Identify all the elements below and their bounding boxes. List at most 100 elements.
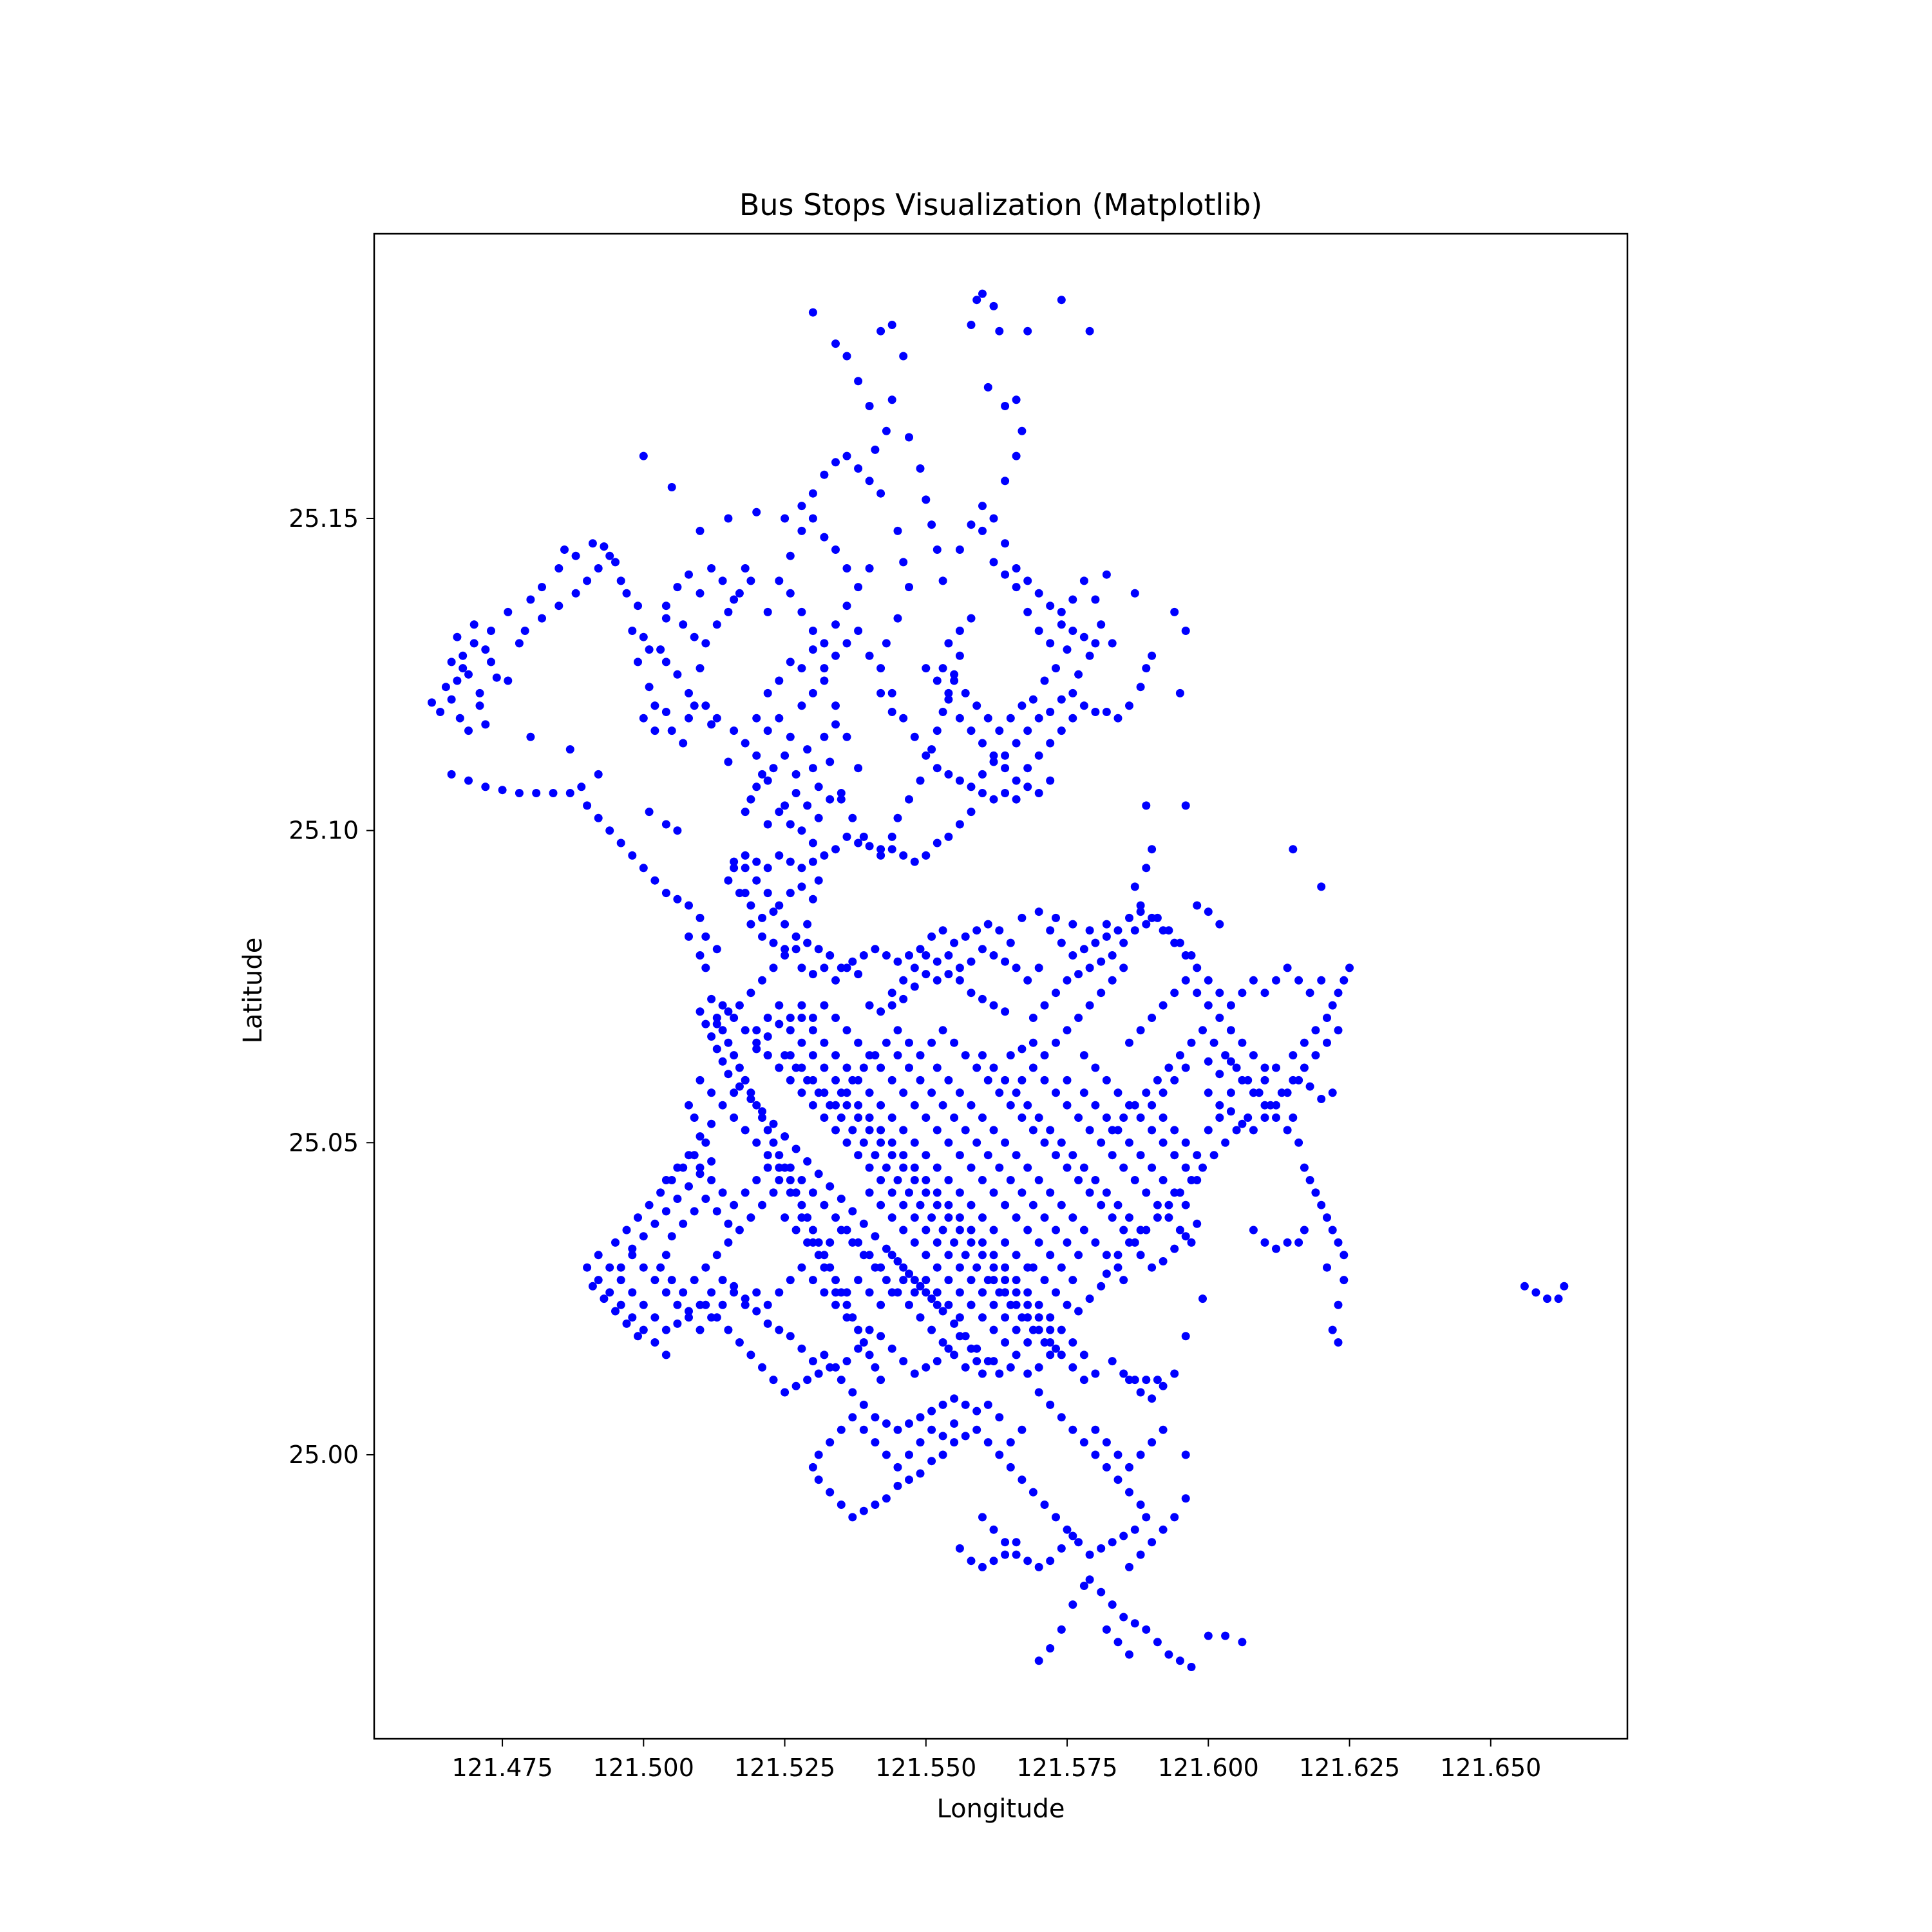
bus-stop-point — [978, 1176, 987, 1184]
bus-stop-point — [1221, 1051, 1230, 1060]
bus-stop-point — [1034, 714, 1043, 723]
y-tick-label: 25.15 — [289, 504, 359, 533]
bus-stop-point — [967, 1557, 976, 1566]
bus-stop-point — [1046, 739, 1055, 748]
bus-stop-point — [831, 1126, 840, 1135]
bus-stop-point — [972, 1425, 981, 1434]
bus-stop-point — [871, 445, 880, 454]
bus-stop-point — [1046, 1325, 1055, 1334]
bus-stop-point — [481, 645, 490, 654]
bus-stop-point — [972, 1063, 981, 1072]
bus-stop-point — [781, 1132, 790, 1141]
bus-stop-point — [950, 1238, 959, 1247]
bus-stop-point — [1102, 1251, 1111, 1260]
bus-stop-point — [685, 1313, 693, 1322]
bus-stop-point — [1074, 1251, 1083, 1260]
bus-stop-point — [1170, 1075, 1179, 1084]
bus-stop-point — [685, 1151, 693, 1160]
bus-stop-point — [1068, 1276, 1077, 1285]
bus-stop-point — [1323, 1038, 1331, 1047]
bus-stop-point — [628, 1313, 637, 1322]
bus-stop-point — [1170, 1151, 1179, 1160]
bus-stop-point — [1142, 801, 1151, 810]
bus-stop-point — [441, 683, 450, 692]
bus-stop-point — [876, 1101, 886, 1110]
bus-stop-point — [616, 1263, 625, 1272]
bus-stop-point — [905, 1063, 913, 1072]
bus-stop-point — [1181, 1063, 1190, 1072]
bus-stop-point — [656, 1263, 665, 1272]
bus-stop-point — [781, 801, 790, 810]
bus-stop-point — [1052, 1344, 1060, 1353]
bus-stop-point — [865, 1325, 874, 1334]
bus-stop-point — [634, 601, 642, 611]
bus-stop-point — [1001, 764, 1010, 773]
bus-stop-point — [1125, 1213, 1133, 1222]
bus-stop-point — [882, 426, 891, 435]
bus-stop-point — [685, 688, 693, 697]
bus-stop-point — [639, 1325, 648, 1334]
bus-stop-point — [961, 1126, 970, 1135]
bus-stop-point — [831, 458, 840, 467]
bus-stop-point — [650, 1313, 659, 1322]
bus-stop-point — [763, 688, 772, 697]
bus-stop-point — [848, 1388, 857, 1397]
bus-stop-point — [1560, 1282, 1569, 1291]
bus-stop-point — [583, 1263, 592, 1272]
bus-stop-point — [983, 1357, 992, 1366]
bus-stop-point — [831, 976, 840, 985]
bus-stop-point — [758, 1363, 766, 1372]
bus-stop-point — [1012, 1213, 1021, 1222]
bus-stop-point — [1300, 1163, 1309, 1172]
bus-stop-point — [955, 545, 964, 554]
bus-stop-point — [1181, 1332, 1190, 1341]
bus-stop-point — [803, 1238, 812, 1247]
bus-stop-point — [826, 795, 835, 804]
bus-stop-point — [1260, 1238, 1269, 1247]
bus-stop-point — [1317, 1095, 1326, 1103]
bus-stop-point — [1215, 1014, 1224, 1022]
bus-stop-point — [1305, 1176, 1314, 1184]
bus-stop-point — [769, 1119, 778, 1128]
bus-stop-point — [848, 957, 857, 966]
bus-stop-point — [696, 1007, 705, 1016]
bus-stop-point — [1125, 1376, 1133, 1385]
bus-stop-point — [1323, 1213, 1331, 1222]
bus-stop-point — [752, 1138, 761, 1147]
bus-stop-point — [724, 1325, 733, 1334]
bus-stop-point — [961, 1332, 970, 1341]
bus-stop-point — [899, 1126, 908, 1135]
bus-stop-point — [808, 1463, 817, 1472]
bus-stop-point — [899, 352, 908, 361]
bus-stop-point — [504, 676, 513, 685]
bus-stop-point — [577, 782, 586, 791]
bus-stop-point — [854, 377, 863, 386]
bus-stop-point — [803, 1376, 812, 1385]
bus-stop-point — [1001, 1276, 1010, 1285]
bus-stop-point — [746, 1088, 755, 1097]
bus-stop-point — [1300, 1038, 1309, 1047]
bus-stop-point — [808, 1051, 817, 1060]
bus-stop-point — [707, 1119, 716, 1128]
bus-stop-point — [735, 1338, 744, 1347]
bus-stop-point — [639, 632, 648, 641]
bus-stop-point — [1289, 1075, 1298, 1084]
bus-stop-point — [690, 701, 699, 710]
bus-stop-point — [983, 714, 992, 723]
bus-stop-point — [842, 1300, 851, 1309]
bus-stop-point — [1108, 1600, 1117, 1609]
bus-stop-point — [786, 551, 795, 560]
bus-stop-point — [650, 726, 659, 735]
bus-stop-point — [1046, 708, 1055, 716]
bus-stop-point — [1068, 1363, 1077, 1372]
bus-stop-point — [1187, 1176, 1196, 1184]
bus-stop-point — [820, 1038, 829, 1047]
bus-stop-point — [775, 1288, 784, 1297]
bus-stop-point — [950, 1350, 959, 1359]
bus-stop-point — [978, 1369, 987, 1378]
bus-stop-point — [661, 1288, 670, 1297]
bus-stop-point — [735, 589, 744, 598]
bus-stop-point — [1001, 570, 1010, 579]
bus-stop-point — [1001, 477, 1010, 486]
bus-stop-point — [978, 770, 987, 779]
